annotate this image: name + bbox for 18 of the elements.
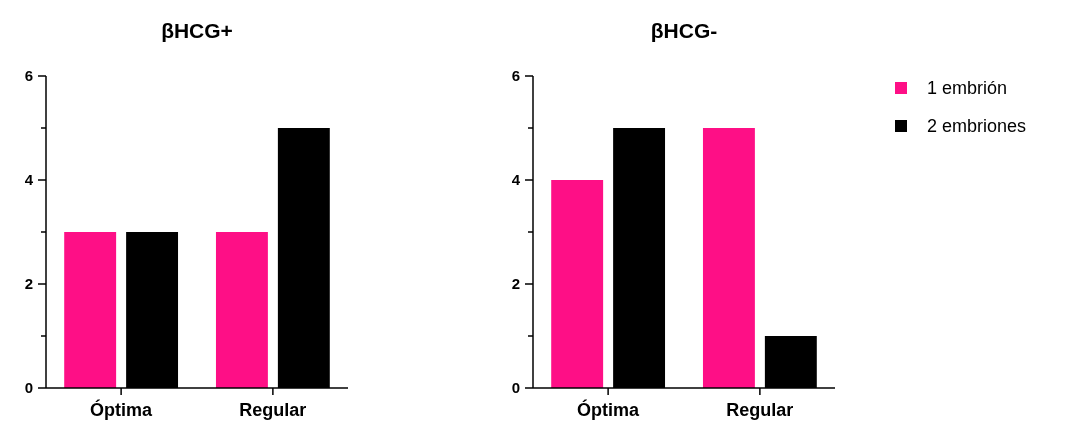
y-tick-label: 0 <box>511 379 520 397</box>
y-tick-label: 4 <box>24 171 34 189</box>
y-tick-label: 2 <box>24 275 33 293</box>
x-tick-label: Óptima <box>577 399 641 420</box>
y-tick-label: 6 <box>24 67 33 85</box>
y-tick-label: 2 <box>511 275 520 293</box>
x-tick-label: Regular <box>239 400 307 420</box>
x-tick-label: Óptima <box>90 399 154 420</box>
y-tick-label: 0 <box>24 379 33 397</box>
x-tick-label: Regular <box>726 400 794 420</box>
bar <box>702 128 755 388</box>
legend-label: 2 embriones <box>927 116 1027 137</box>
chart-title: βHCG- <box>650 19 718 42</box>
y-tick-label: 6 <box>511 67 520 85</box>
chart-title: βHCG+ <box>161 19 233 42</box>
y-tick-label: 4 <box>511 171 521 189</box>
legend-label: 1 embrión <box>927 78 1008 99</box>
bar <box>551 180 604 388</box>
